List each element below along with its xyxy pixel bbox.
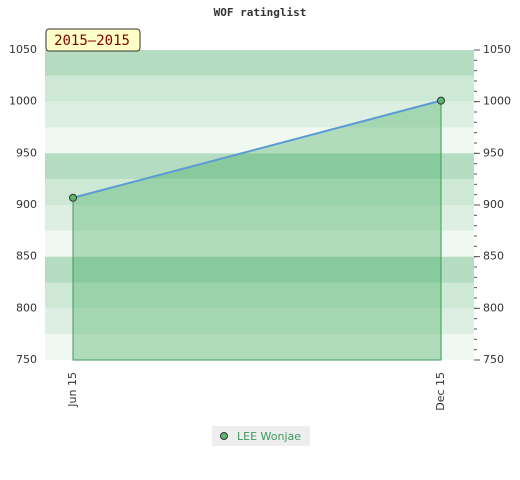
grid-band: [45, 334, 474, 360]
grid-band: [45, 308, 474, 335]
line: [72, 99, 442, 199]
y-tick-label: 750: [16, 353, 37, 366]
y2-tick-label: 950: [483, 146, 504, 159]
y2-tick-label: 800: [483, 301, 504, 314]
legend-box: [212, 426, 310, 446]
grid-band: [45, 230, 474, 257]
grid-band: [45, 205, 474, 231]
y2-tick-label: 900: [483, 198, 504, 211]
plot: [45, 50, 474, 360]
annotation-box: [45, 28, 141, 52]
y-tick-label: 1000: [9, 95, 37, 108]
grid-band: [45, 153, 474, 180]
grid-band: [45, 50, 474, 76]
legend-marker: [220, 432, 228, 440]
grid-band: [45, 282, 474, 309]
y2-tick-label: 1000: [483, 95, 511, 108]
grid-band: [45, 101, 474, 128]
y2-tick-label: 750: [483, 353, 504, 366]
grid-band: [45, 256, 474, 283]
grid-band: [45, 179, 474, 205]
x-tick-label: Dec 15: [434, 372, 447, 411]
y-tick-label: 1050: [9, 43, 37, 56]
chart-title: WOF ratinglist: [214, 6, 307, 19]
y-tick-label: 800: [16, 301, 37, 314]
legend-label: LEE Wonjae: [237, 430, 301, 443]
annotation: 2015–2015: [54, 33, 130, 49]
point: [437, 96, 445, 105]
grid-band: [45, 75, 474, 102]
y2-tick-label: 1050: [483, 43, 511, 56]
x-tick-label: Jun 15: [66, 372, 79, 408]
point: [69, 193, 77, 202]
y2-tick-label: 850: [483, 250, 504, 263]
y-tick-label: 900: [16, 198, 37, 211]
y-tick-label: 950: [16, 146, 37, 159]
y-tick-label: 850: [16, 250, 37, 263]
